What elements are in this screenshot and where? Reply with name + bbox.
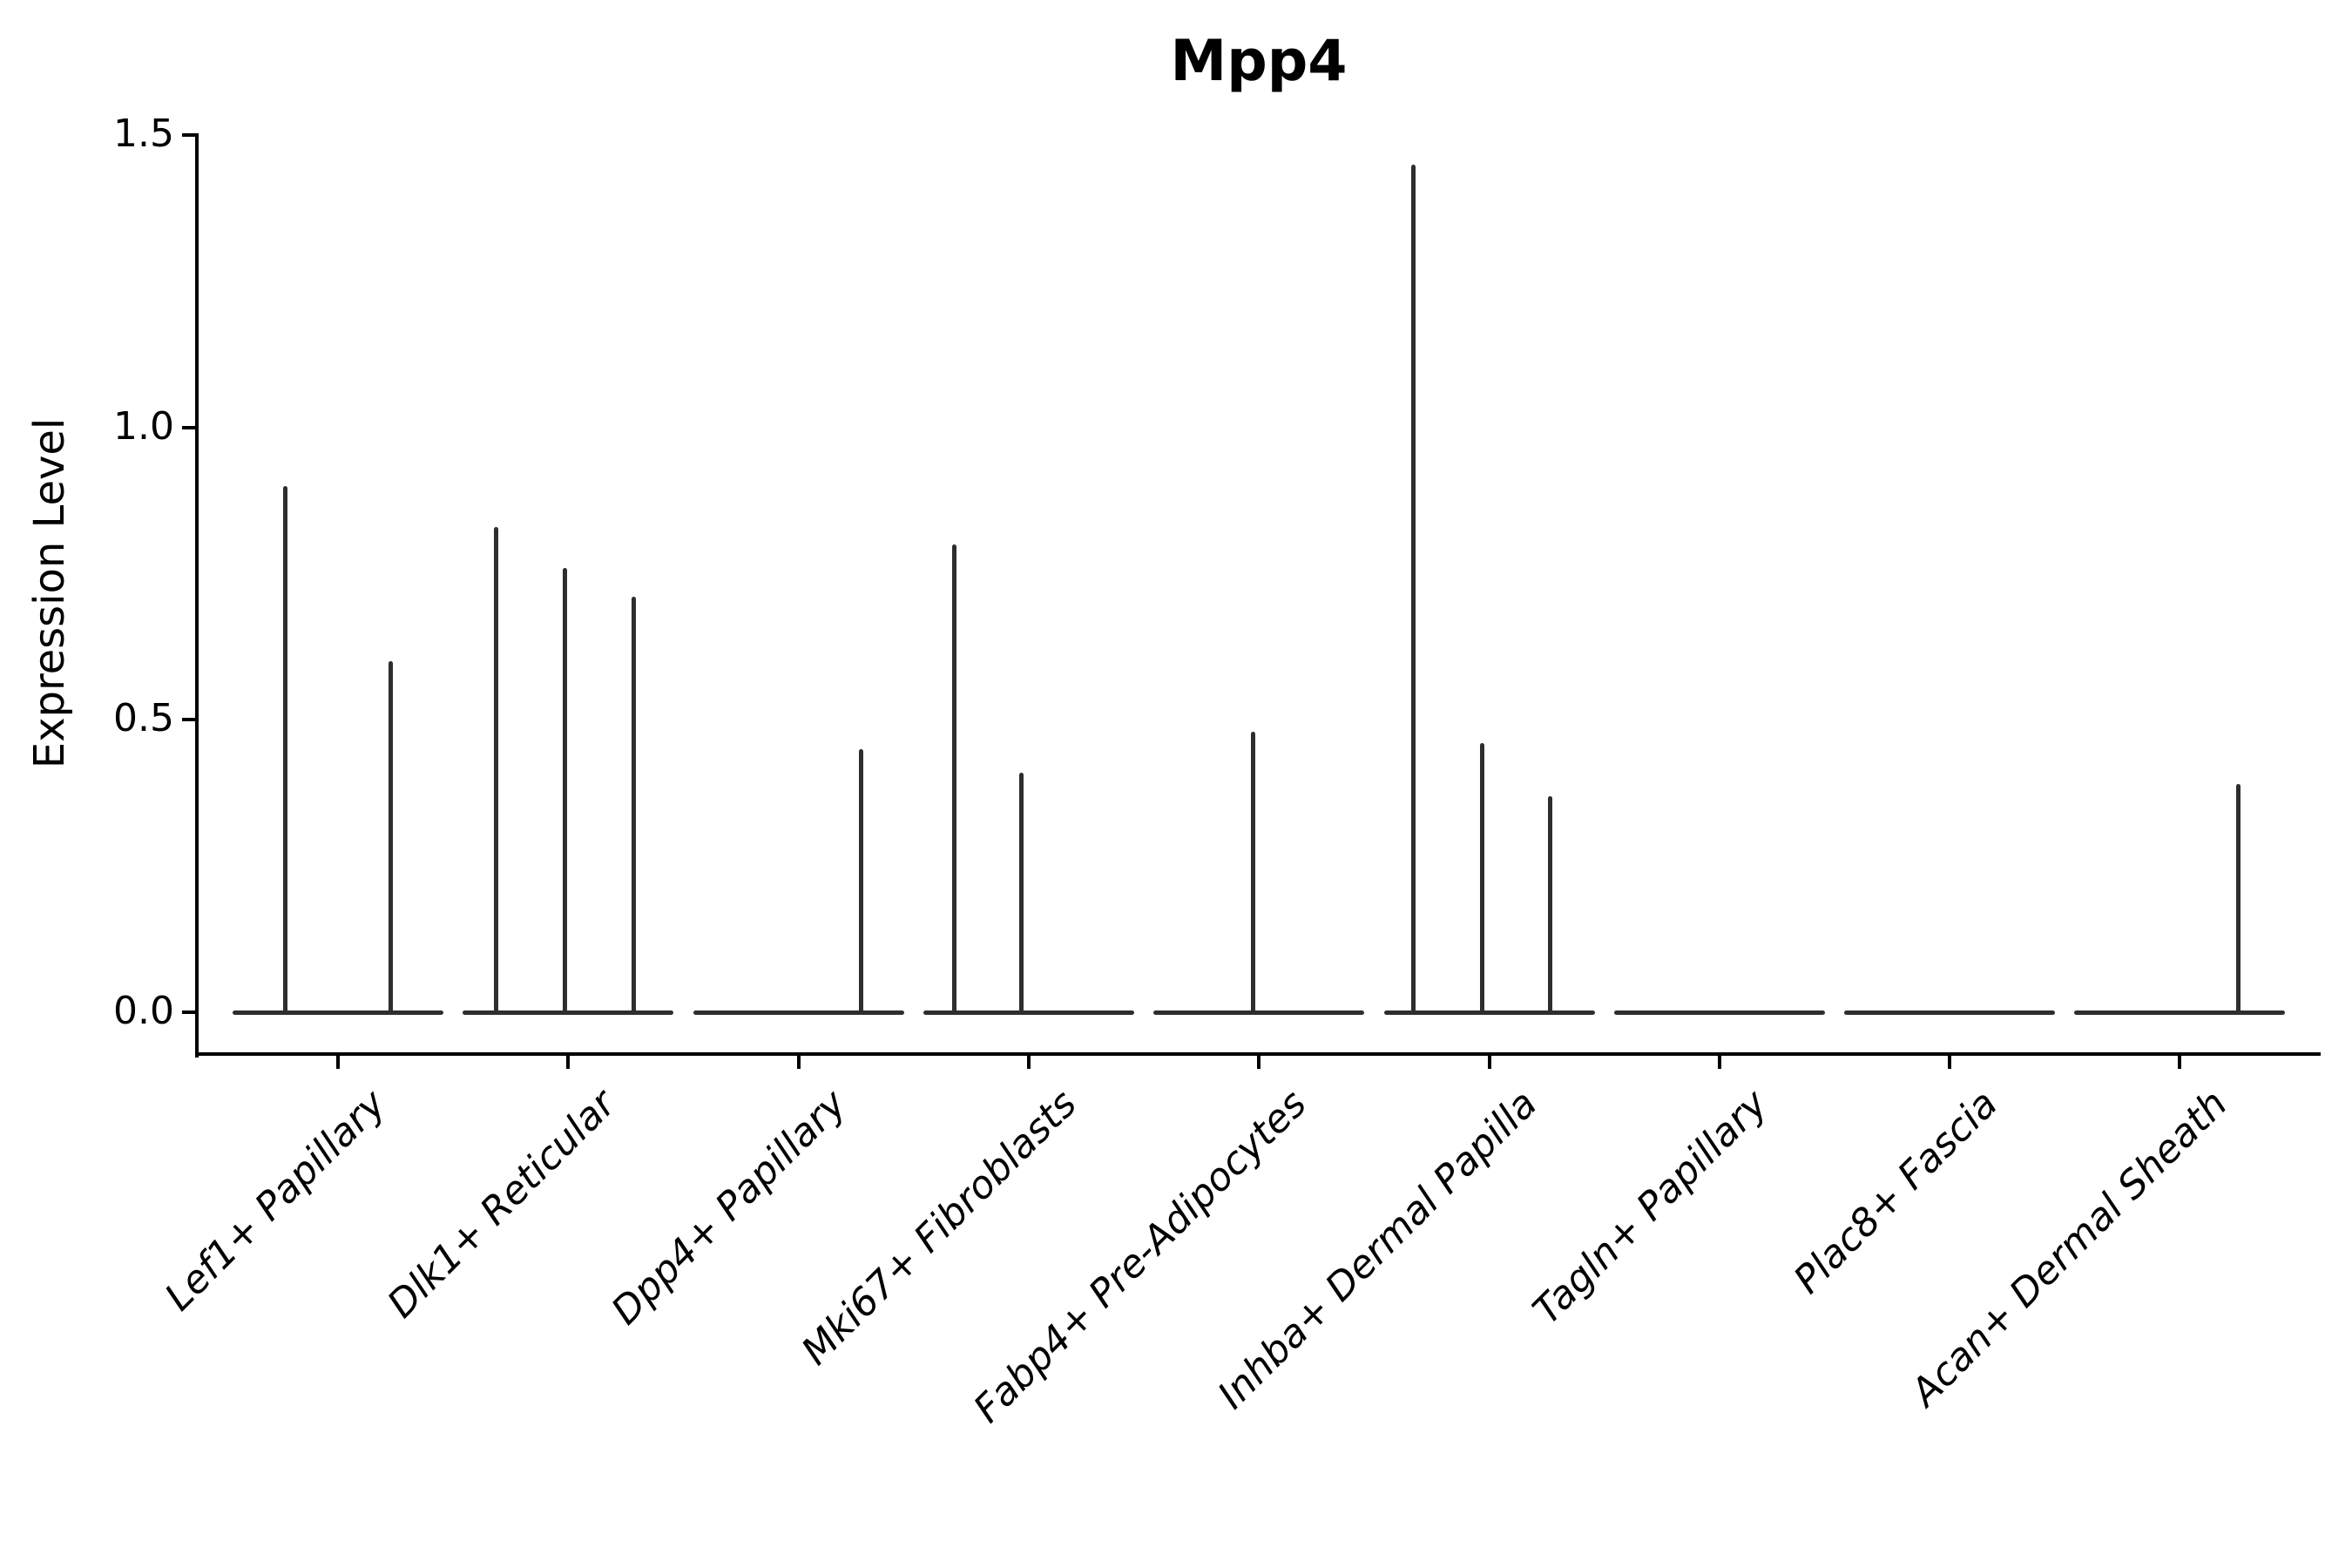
x-tick: [1948, 1056, 1952, 1069]
y-tick-label: 0.0: [113, 989, 174, 1033]
violin-spike: [631, 597, 636, 1013]
x-tick-label: Tagln+ Papillary: [1524, 1081, 1776, 1334]
violin-baseline: [1613, 1010, 1825, 1015]
violin-spike: [282, 485, 287, 1013]
violin-baseline: [2074, 1010, 2286, 1015]
violin-spike: [1019, 772, 1024, 1013]
x-tick-label: Plac8+ Fascia: [1785, 1081, 2006, 1302]
violin-baseline: [923, 1010, 1134, 1015]
x-tick: [1717, 1056, 1721, 1069]
violin-spike: [493, 526, 498, 1013]
violin-baseline: [693, 1010, 904, 1015]
x-tick: [1487, 1056, 1491, 1069]
x-tick: [2178, 1056, 2182, 1069]
x-tick-label: Dpp4+ Papillary: [603, 1081, 855, 1334]
violin-spike: [1480, 743, 1484, 1013]
violin-baseline: [1844, 1010, 2056, 1015]
violin-baseline: [1153, 1010, 1365, 1015]
chart-title: Mpp4: [1170, 29, 1348, 94]
violin-spike: [1548, 795, 1552, 1013]
y-tick: [182, 425, 195, 429]
x-tick-label: Lef1+ Papillary: [156, 1081, 395, 1320]
violin-baseline: [1383, 1010, 1595, 1015]
violin-spike: [1250, 731, 1255, 1013]
violin-spike: [952, 544, 957, 1013]
violin-spike: [859, 748, 864, 1013]
x-tick-label: Dlk1+ Reticular: [379, 1081, 625, 1327]
x-tick: [796, 1056, 801, 1069]
violin-baseline: [463, 1010, 674, 1015]
x-tick: [336, 1056, 340, 1069]
x-tick: [1257, 1056, 1261, 1069]
violin-spike: [2235, 784, 2240, 1013]
y-tick-label: 1.0: [113, 403, 174, 449]
y-tick-label: 0.5: [113, 696, 174, 741]
violin-spike: [562, 567, 567, 1013]
violin-spike: [1411, 164, 1416, 1013]
y-tick: [182, 133, 195, 138]
y-tick: [182, 718, 195, 722]
x-tick: [1026, 1056, 1031, 1069]
y-tick-label: 1.5: [113, 112, 174, 157]
y-axis-spine: [195, 133, 199, 1058]
x-axis-spine: [195, 1052, 2321, 1056]
y-tick: [182, 1010, 195, 1014]
violin-baseline: [233, 1010, 443, 1015]
violin-spike: [388, 661, 393, 1013]
x-tick: [566, 1056, 571, 1069]
